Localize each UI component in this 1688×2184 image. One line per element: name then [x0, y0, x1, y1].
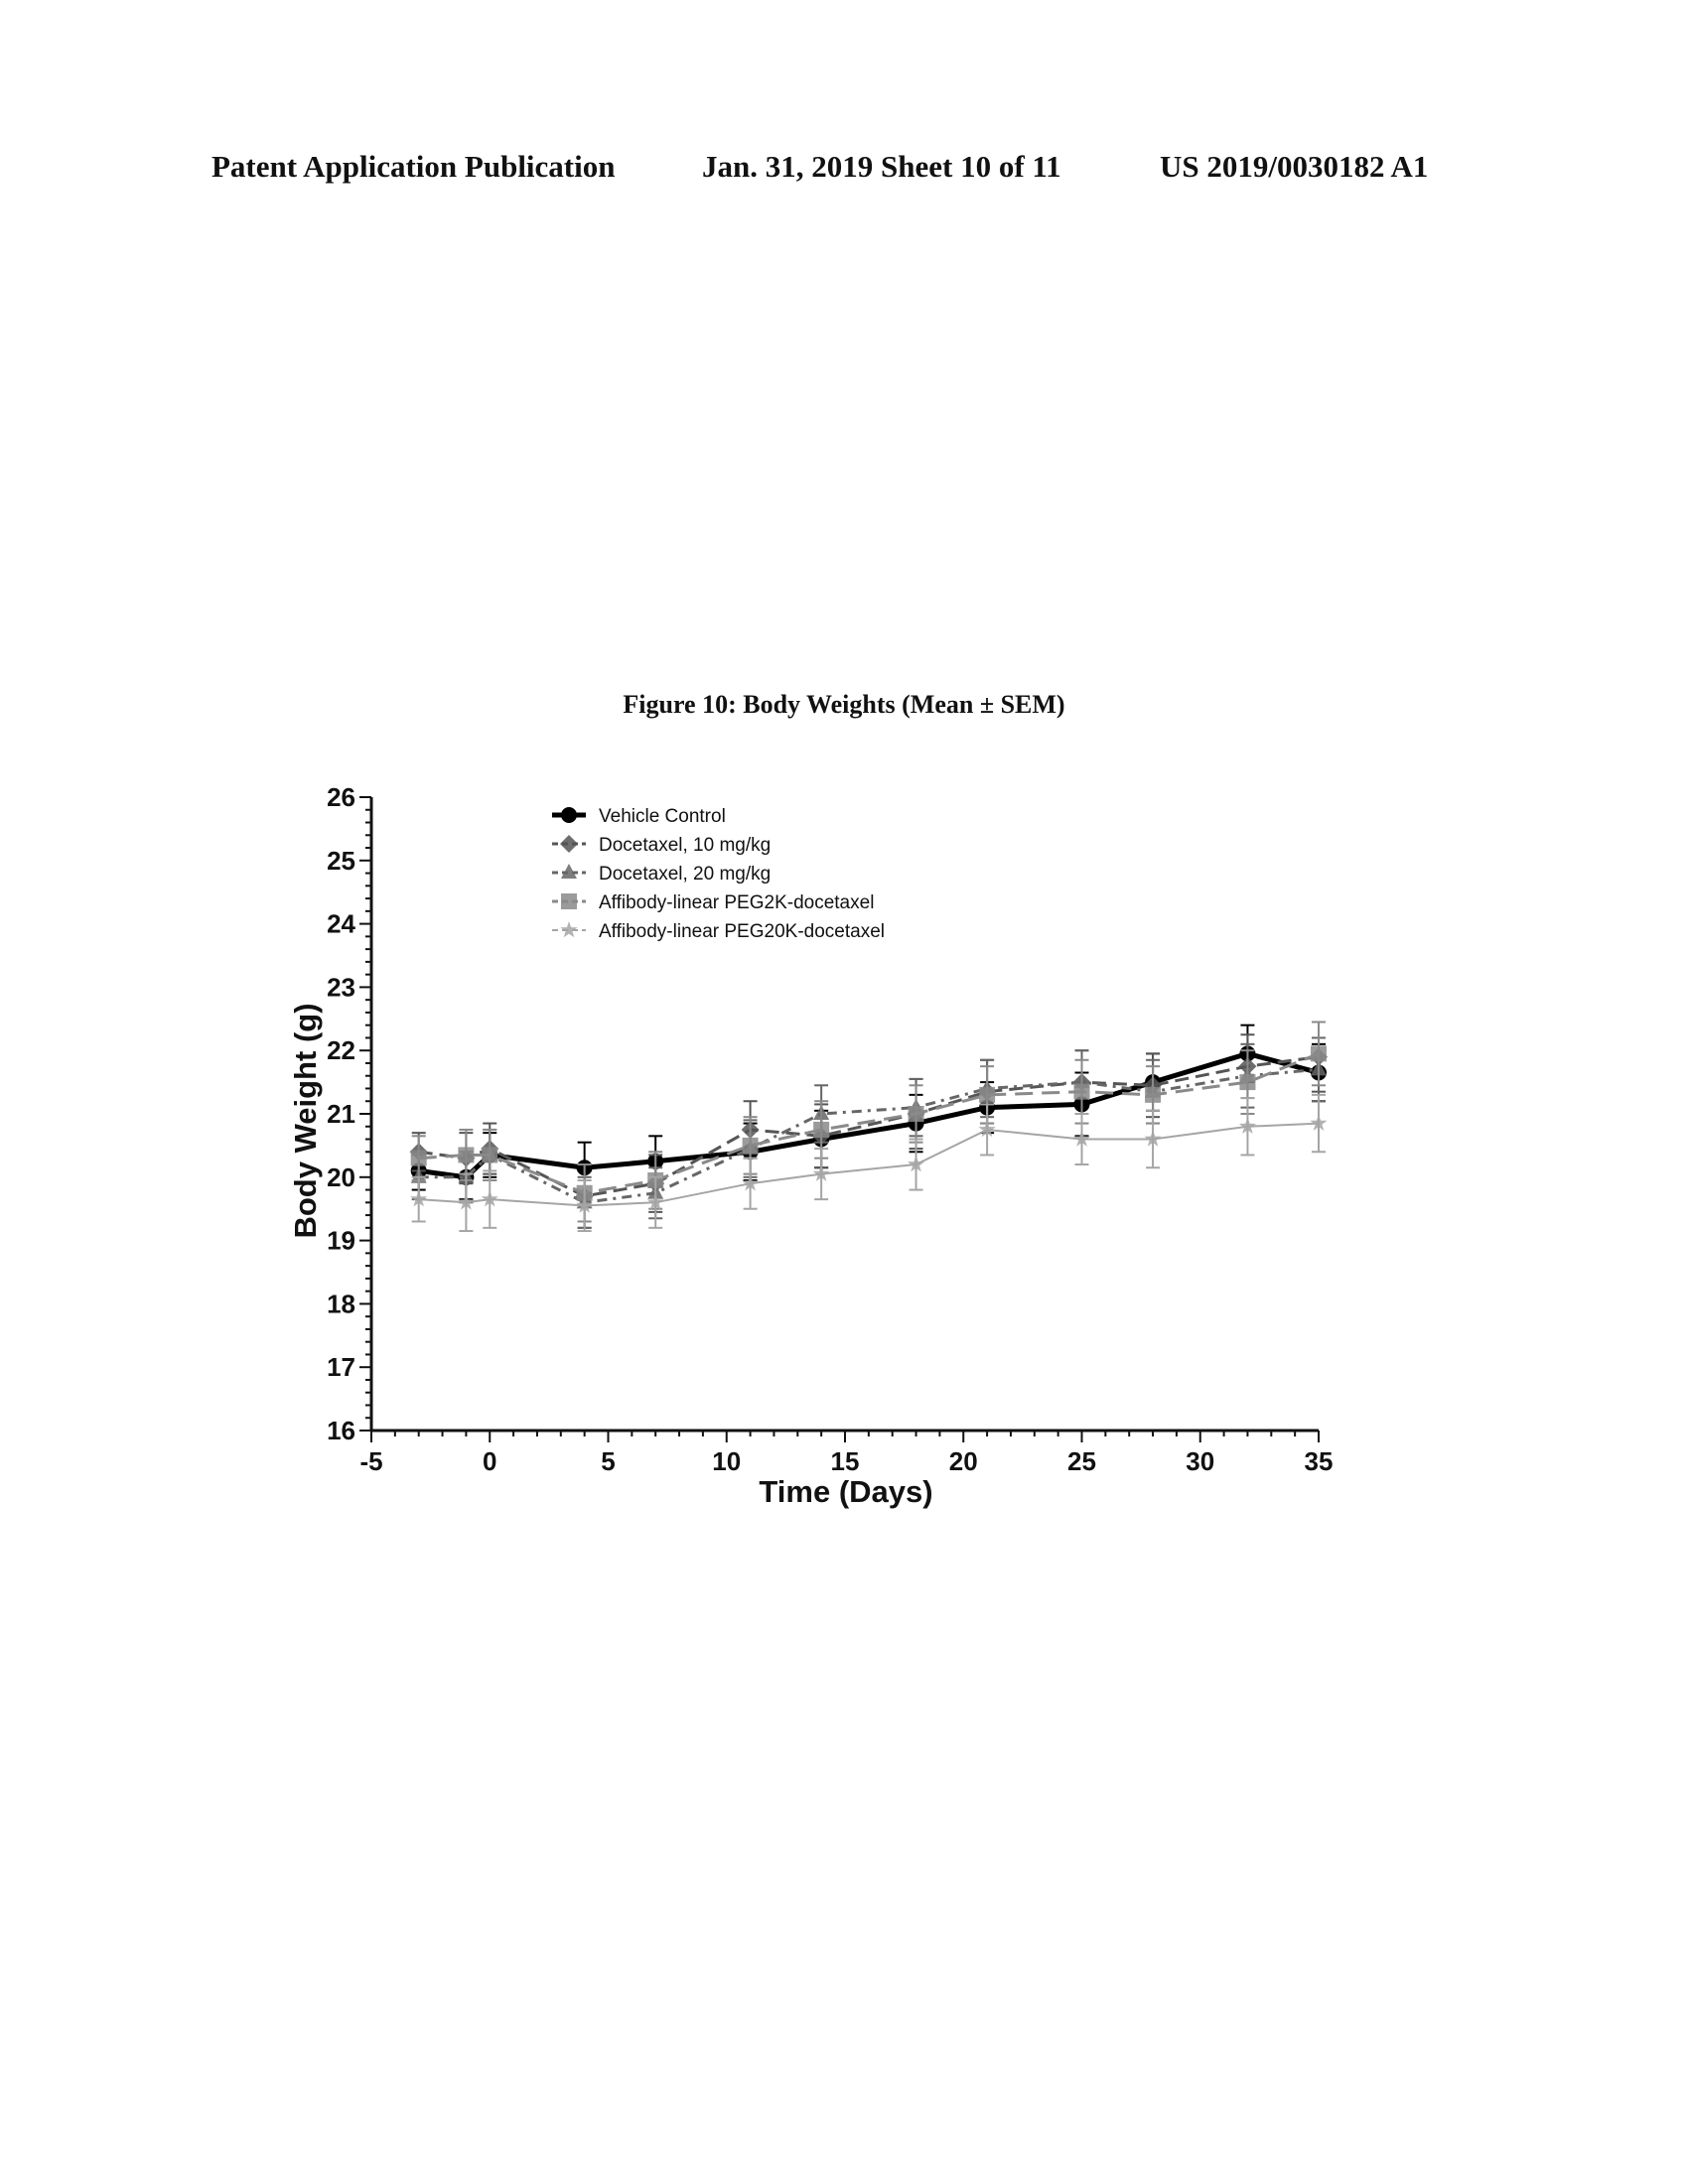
y-tick-label: 21: [327, 1099, 355, 1129]
y-tick-label: 23: [327, 972, 355, 1002]
legend-label: Affibody-linear PEG20K-docetaxel: [599, 921, 885, 942]
y-axis-title: Body Weight (g): [288, 1003, 323, 1238]
x-tick-label: 10: [712, 1446, 741, 1476]
chart-legend: Vehicle Control Docetaxel, 10 mg/kg Doceta…: [552, 806, 885, 942]
x-axis-title: Time (Days): [759, 1474, 932, 1509]
series-line: [419, 1053, 1319, 1176]
legend-label: Docetaxel, 10 mg/kg: [599, 835, 771, 856]
x-tick-label: 30: [1186, 1446, 1214, 1476]
x-tick-label: -5: [359, 1446, 382, 1476]
legend-marker: [561, 893, 577, 909]
chart-series: [410, 1022, 1328, 1231]
data-point: [458, 1147, 474, 1162]
data-point: [1239, 1074, 1255, 1090]
y-tick-label: 20: [327, 1162, 355, 1192]
y-tick-label: 16: [327, 1416, 355, 1445]
data-point: [1145, 1087, 1161, 1103]
legend-marker: [560, 835, 578, 853]
y-tick-label: 22: [327, 1035, 355, 1065]
legend-label: Docetaxel, 20 mg/kg: [599, 864, 771, 885]
data-point: [482, 1147, 497, 1162]
legend-label: Affibody-linear PEG2K-docetaxel: [599, 892, 874, 913]
x-tick-label: 25: [1067, 1446, 1096, 1476]
x-tick-label: 15: [831, 1446, 860, 1476]
x-tick-label: 20: [949, 1446, 978, 1476]
legend-label: Vehicle Control: [599, 806, 726, 827]
series-2: [410, 1022, 1328, 1227]
data-point: [813, 1122, 829, 1138]
y-tick-label: 18: [327, 1289, 355, 1318]
series-line: [419, 1057, 1319, 1196]
data-point: [1074, 1084, 1090, 1100]
chart-axes: 16 17 18 19 20 21 22 23 24 25 26 -5 0 5 10 15 20 25 30 35: [327, 782, 1333, 1476]
x-tick-label: 0: [483, 1446, 496, 1476]
y-tick-label: 24: [327, 909, 355, 939]
data-point: [411, 1151, 427, 1166]
x-tick-label: 5: [601, 1446, 615, 1476]
data-point: [979, 1087, 995, 1103]
y-tick-label: 26: [327, 782, 355, 812]
series-1: [411, 1025, 1327, 1199]
legend-marker: [561, 807, 577, 823]
y-tick-label: 17: [327, 1352, 355, 1382]
data-point: [743, 1138, 759, 1154]
series-4: [411, 1022, 1327, 1221]
y-tick-label: 19: [327, 1226, 355, 1256]
data-point: [909, 1106, 924, 1122]
x-tick-label: 35: [1305, 1446, 1334, 1476]
y-tick-label: 25: [327, 846, 355, 876]
data-point: [1311, 1045, 1327, 1061]
